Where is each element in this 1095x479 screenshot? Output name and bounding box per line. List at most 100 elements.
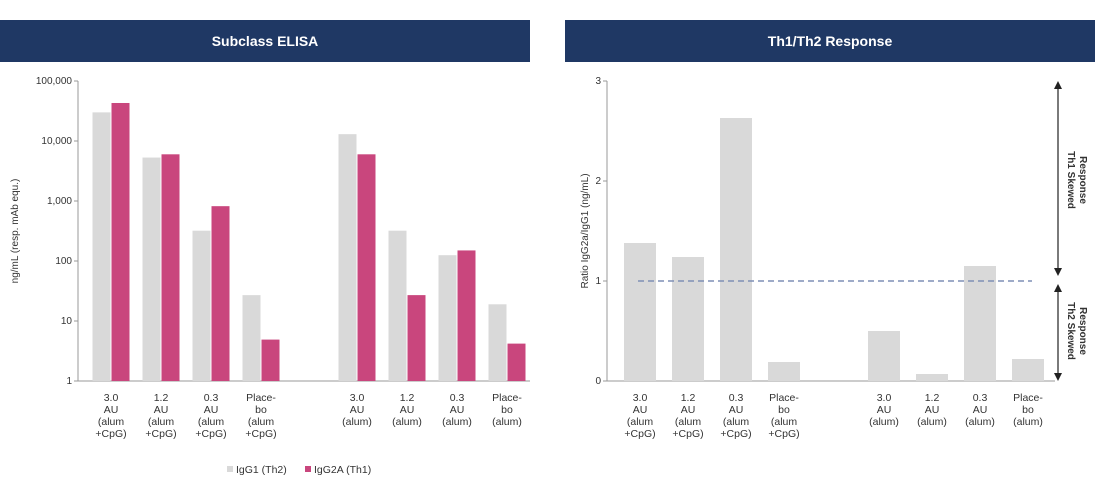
th1-th2-response-title: Th1/Th2 Response: [767, 33, 893, 49]
left-category-label: (alum): [442, 416, 472, 428]
left-category-label: AU: [104, 404, 119, 416]
right-category-label: Place-: [769, 392, 799, 404]
left-category-label: Place-: [492, 392, 522, 404]
right-category-label: AU: [633, 404, 648, 416]
ratio-bar: [672, 257, 704, 381]
left-category-label: +CpG): [245, 428, 276, 440]
left-category-label: AU: [204, 404, 219, 416]
right-category-label: bo: [1022, 404, 1034, 416]
left-y-tick-label: 100,000: [36, 76, 73, 87]
left-category-label: (alum: [98, 416, 125, 428]
right-category-label: AU: [877, 404, 892, 416]
igg1-bar: [242, 295, 261, 381]
igg2a-bar: [211, 206, 230, 381]
left-category-label: +CpG): [95, 428, 126, 440]
right-category-label: (alum): [869, 416, 899, 428]
th2-response-label: Response: [1077, 307, 1088, 355]
right-y-tick-label: 1: [595, 276, 601, 287]
ratio-bar: [768, 362, 800, 381]
right-y-axis-title: Ratio IgG2a/IgG1 (ng/mL): [580, 173, 591, 288]
right-category-label: 1.2: [681, 392, 696, 404]
th1-arrow-down-head: [1054, 268, 1062, 276]
left-category-label: 1.2: [154, 392, 169, 404]
igg2a-bar: [357, 154, 376, 381]
left-y-tick-label: 100: [55, 256, 72, 267]
left-y-tick-label: 10: [61, 316, 73, 327]
right-category-label: (alum): [965, 416, 995, 428]
right-category-label: +CpG): [624, 428, 655, 440]
left-y-tick-label: 1,000: [47, 196, 72, 207]
subclass-elisa-chart: 1 10 100 1,000 10,000 100,000 ng/mL (resp. mAb…: [10, 76, 530, 476]
right-category-label: +CpG): [768, 428, 799, 440]
igg1-bar: [488, 304, 507, 381]
right-category-label: (alum: [675, 416, 702, 428]
right-category-label: 1.2: [925, 392, 940, 404]
right-category-label: +CpG): [720, 428, 751, 440]
ratio-bar: [1012, 359, 1044, 381]
right-category-label: (alum: [627, 416, 654, 428]
left-y-tick-label: 10,000: [41, 136, 72, 147]
left-y-tick-label: 1: [66, 376, 72, 387]
left-category-label: +CpG): [195, 428, 226, 440]
th1-response-label: Response: [1077, 156, 1088, 204]
igg1-bar: [142, 157, 161, 381]
igg1-bar: [338, 134, 357, 381]
ratio-bar: [720, 118, 752, 381]
left-category-label: Place-: [246, 392, 276, 404]
left-category-label: 0.3: [204, 392, 219, 404]
left-category-label: AU: [154, 404, 169, 416]
right-category-label: (alum: [723, 416, 750, 428]
igg2a-bar: [407, 295, 426, 381]
left-category-label: AU: [450, 404, 465, 416]
left-category-label: (alum): [392, 416, 422, 428]
left-category-label: 1.2: [400, 392, 415, 404]
igg1-bar: [192, 230, 211, 381]
igg2a-bar: [261, 339, 280, 381]
left-category-label: (alum: [148, 416, 175, 428]
right-category-label: 3.0: [877, 392, 892, 404]
right-y-tick-label: 0: [595, 376, 601, 387]
igg1-bar: [388, 230, 407, 381]
right-category-label: bo: [778, 404, 790, 416]
right-category-label: AU: [973, 404, 988, 416]
right-category-label: (alum: [771, 416, 798, 428]
right-category-label: 0.3: [973, 392, 988, 404]
left-category-label: (alum: [198, 416, 225, 428]
left-y-axis-title: ng/mL (resp. mAb equ.): [10, 179, 21, 284]
right-category-label: AU: [925, 404, 940, 416]
ratio-bar: [964, 266, 996, 381]
right-category-label: Place-: [1013, 392, 1043, 404]
th1-arrow-up-head: [1054, 81, 1062, 89]
subclass-elisa-header: Subclass ELISA: [0, 20, 530, 62]
th1-th2-response-header: Th1/Th2 Response: [565, 20, 1095, 62]
igg2a-bar: [161, 154, 180, 381]
right-category-label: 0.3: [729, 392, 744, 404]
left-category-label: AU: [350, 404, 365, 416]
th2-arrow-down-head: [1054, 373, 1062, 381]
legend-igg2a-swatch: [305, 466, 311, 472]
igg1-bar: [438, 255, 457, 381]
right-category-label: 3.0: [633, 392, 648, 404]
legend-igg1-swatch: [227, 466, 233, 472]
ratio-bar: [916, 374, 948, 381]
subclass-elisa-title: Subclass ELISA: [211, 33, 319, 49]
left-category-label: +CpG): [145, 428, 176, 440]
left-category-label: 0.3: [450, 392, 465, 404]
th1-skewed-label: Th1 Skewed: [1065, 151, 1076, 209]
right-category-label: (alum): [1013, 416, 1043, 428]
right-y-tick-label: 2: [595, 176, 601, 187]
right-y-tick-label: 3: [595, 76, 601, 87]
igg2a-bar: [457, 250, 476, 381]
right-category-label: (alum): [917, 416, 947, 428]
left-category-label: bo: [255, 404, 267, 416]
left-category-label: AU: [400, 404, 415, 416]
left-category-label: 3.0: [350, 392, 365, 404]
th2-arrow-up-head: [1054, 284, 1062, 292]
right-category-label: AU: [729, 404, 744, 416]
legend-igg2a-label: IgG2A (Th1): [314, 464, 371, 476]
igg2a-bar: [111, 102, 130, 382]
ratio-bar: [868, 331, 900, 381]
left-category-label: (alum): [492, 416, 522, 428]
